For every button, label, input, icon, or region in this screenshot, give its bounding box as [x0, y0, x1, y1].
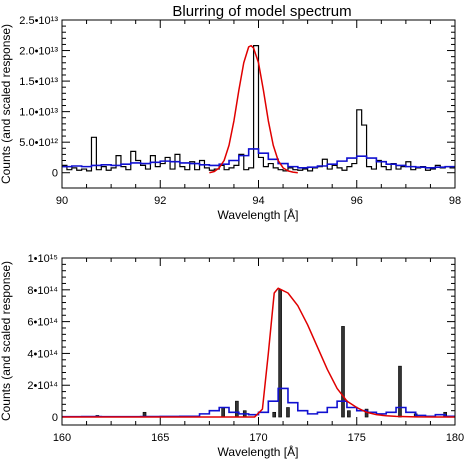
bottom-spike: [221, 407, 225, 418]
bottom-spike: [278, 289, 282, 418]
bottom-x-tick-label: 165: [151, 432, 169, 444]
top-x-tick-label: 94: [252, 195, 264, 207]
top-y-axis-label: Counts (and scaled response): [0, 24, 13, 184]
bottom-spike: [286, 407, 290, 418]
top-y-tick-label: 1.0•10¹³: [19, 107, 58, 119]
bottom-x-tick-label: 180: [446, 432, 464, 444]
bottom-plot-area: [62, 287, 455, 418]
bottom-y-tick-label: 0: [52, 412, 58, 424]
bottom-spike: [398, 365, 402, 418]
bottom-spike: [347, 410, 351, 418]
bottom-x-tick-label: 160: [53, 432, 71, 444]
top-plot-area: [62, 44, 455, 174]
bottom-plot-frame: [61, 257, 456, 426]
top-y-tick-label: 5.0•10¹²: [19, 137, 58, 149]
bottom-x-tick-label: 170: [249, 432, 267, 444]
bottom-series-2-line: [62, 287, 455, 418]
bottom-panel: 160 165 170 175 180 0 2•10¹⁴ 4•10¹⁴ 6•10¹⁴ 8•10¹⁴…: [0, 253, 464, 459]
top-series-2-line: [209, 44, 298, 174]
top-x-tick-label: 98: [449, 195, 461, 207]
bottom-y-axis-label: Counts (and scaled response): [0, 261, 13, 421]
bottom-x-tick-label: 175: [348, 432, 366, 444]
top-panel: 90 92 94 96 98 0 5.0•10¹² 1.0•10¹³ 1.5•10¹³ 2.0•1…: [0, 15, 461, 222]
top-y-tick-label: 0: [52, 168, 58, 180]
bottom-y-tick-label: 2•10¹⁴: [27, 380, 58, 392]
top-y-tick-label: 1.5•10¹³: [19, 76, 58, 88]
top-tick-labels: 90 92 94 96 98 0 5.0•10¹² 1.0•10¹³ 1.5•10¹³ 2.0•1…: [19, 15, 461, 207]
top-x-tick-label: 92: [154, 195, 166, 207]
bottom-spike: [272, 411, 277, 418]
top-x-tick-label: 96: [351, 195, 363, 207]
bottom-y-tick-label: 1•10¹⁵: [28, 253, 58, 265]
top-y-tick-label: 2.5•10¹³: [19, 15, 58, 27]
bottom-y-tick-label: 4•10¹⁴: [27, 348, 58, 360]
bottom-spike: [235, 400, 239, 418]
bottom-spike: [341, 326, 345, 418]
top-x-tick-label: 90: [56, 195, 68, 207]
top-plot-frame: [61, 19, 456, 189]
bottom-y-tick-label: 8•10¹⁴: [27, 285, 58, 297]
bottom-y-tick-label: 6•10¹⁴: [27, 317, 58, 329]
bottom-grid-ticks: [61, 257, 456, 425]
bottom-x-axis-label: Wavelength [Å]: [218, 444, 299, 459]
top-y-tick-label: 2.0•10¹³: [19, 46, 58, 58]
top-series-0-histogram: [62, 45, 455, 172]
chart-title: Blurring of model spectrum: [172, 3, 351, 20]
top-x-axis-label: Wavelength [Å]: [218, 207, 299, 222]
bottom-tick-labels: 160 165 170 175 180 0 2•10¹⁴ 4•10¹⁴ 6•10¹⁴ 8•10¹⁴…: [27, 253, 464, 444]
top-series-1-histogram: [62, 148, 455, 169]
